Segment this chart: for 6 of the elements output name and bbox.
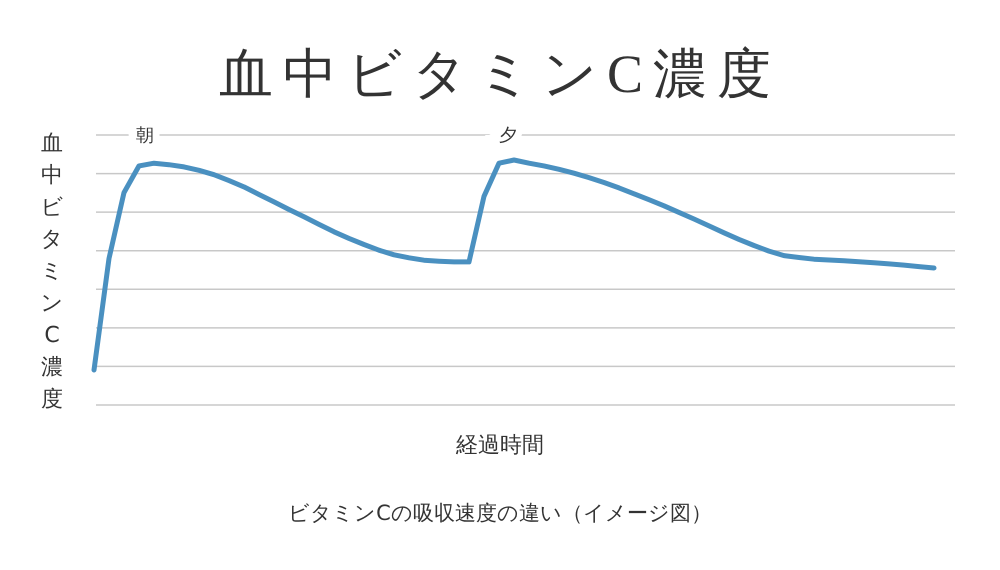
text: 朝 bbox=[136, 125, 154, 146]
x-axis-title: 経過時間 bbox=[455, 433, 544, 458]
text: ビタミンCの吸収速度の違い（イメージ図） bbox=[288, 501, 712, 525]
text: 夕 bbox=[499, 125, 517, 146]
chart-title: 血中ビタミンC濃度 bbox=[218, 44, 782, 104]
text: 血中ビタミンC濃度 bbox=[40, 131, 64, 412]
